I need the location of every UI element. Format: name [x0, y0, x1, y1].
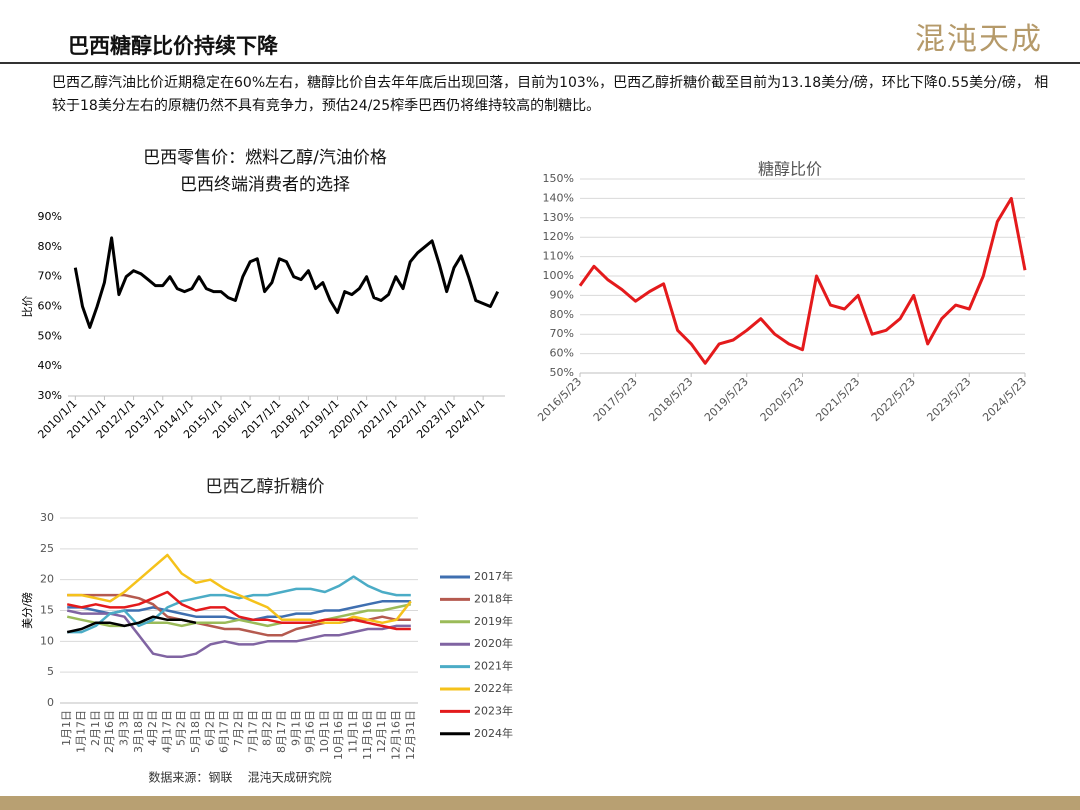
- y-axis-label: 美分/磅: [20, 592, 34, 629]
- legend-label: 2017年: [474, 569, 513, 583]
- legend-label: 2020年: [474, 636, 513, 650]
- legend-label: 2022年: [474, 681, 513, 695]
- x-tick-label: 2017/5/23: [591, 375, 640, 424]
- x-tick-label: 2024/5/23: [980, 375, 1029, 424]
- footer-band: [0, 796, 1080, 810]
- y-tick-label: 50%: [550, 366, 574, 379]
- series-line: [67, 553, 412, 625]
- y-tick-label: 130%: [543, 211, 574, 224]
- y-tick-label: 5: [47, 665, 54, 678]
- x-tick-label: 6月2日: [203, 710, 216, 746]
- y-tick-label: 15: [40, 604, 54, 617]
- line: [578, 196, 1027, 365]
- x-tick-label: 6月17日: [218, 710, 231, 753]
- x-tick-label: 5月18日: [189, 710, 202, 753]
- x-tick-label: 12月1日: [375, 710, 388, 753]
- y-tick-label: 25: [40, 542, 54, 555]
- y-tick-label: 110%: [543, 250, 574, 263]
- x-tick-label: 1月17日: [74, 710, 87, 753]
- x-tick-label: 3月3日: [117, 710, 130, 746]
- source: 数据来源：钢联 混沌天成研究院: [148, 770, 331, 785]
- logo: 混沌天成: [915, 22, 1043, 57]
- legend-label: 2019年: [474, 614, 513, 628]
- x-tick-label: 7月17日: [246, 710, 259, 753]
- series-line: [66, 609, 411, 659]
- x-tick-label: 2月16日: [103, 710, 116, 753]
- y-tick-label: 80%: [38, 240, 62, 253]
- y-tick-label: 100%: [543, 269, 574, 282]
- y-tick-label: 80%: [550, 308, 574, 321]
- series-line: [66, 615, 197, 634]
- chart-title: 巴西乙醇折糖价: [206, 477, 325, 497]
- y-tick-label: 70%: [550, 327, 574, 340]
- description: 巴西乙醇汽油比价近期稳定在60%左右，糖醇比价自去年年底后出现回落，目前为103…: [52, 75, 1049, 114]
- legend-label: 2021年: [474, 659, 513, 673]
- y-tick-label: 60%: [550, 347, 574, 360]
- x-tick-label: 9月16日: [304, 710, 317, 753]
- x-tick-label: 3月18日: [132, 710, 145, 753]
- y-tick-label: 30%: [38, 389, 62, 402]
- y-tick-label: 10: [40, 634, 54, 647]
- x-tick-label: 2021/5/23: [813, 375, 862, 424]
- y-tick-label: 60%: [38, 300, 62, 313]
- x-tick-label: 11月16日: [361, 710, 374, 760]
- y-tick-label: 0: [47, 696, 54, 709]
- y-tick-label: 90%: [38, 210, 62, 223]
- x-tick-label: 7月2日: [232, 710, 245, 746]
- y-tick-label: 140%: [543, 191, 574, 204]
- x-tick-label: 2月1日: [89, 710, 102, 746]
- y-tick-label: 20: [40, 573, 54, 586]
- chart-title: 巴西零售价：燃料乙醇/汽油价格: [143, 148, 387, 168]
- y-axis-label: 比价: [21, 296, 34, 318]
- y-tick-label: 40%: [38, 359, 62, 372]
- x-tick-label: 4月17日: [160, 710, 173, 753]
- x-tick-label: 11月1日: [347, 710, 360, 753]
- series-line: [67, 575, 411, 634]
- x-tick-label: 2023/5/23: [924, 375, 973, 424]
- legend-label: 2024年: [474, 726, 513, 740]
- y-tick-label: 50%: [38, 329, 62, 342]
- x-tick-label: 2019/5/23: [702, 375, 751, 424]
- x-tick-label: 2018/5/23: [646, 375, 695, 424]
- x-tick-label: 12月31日: [404, 710, 417, 760]
- x-tick-label: 1月1日: [60, 710, 73, 746]
- legend-label: 2018年: [474, 591, 513, 605]
- x-tick-label: 8月2日: [261, 710, 274, 746]
- x-tick-label: 5月2日: [175, 710, 188, 746]
- x-tick-label: 12月16日: [390, 710, 403, 760]
- x-tick-label: 2020/5/23: [758, 375, 807, 424]
- line: [73, 236, 500, 329]
- x-tick-label: 9月1日: [289, 710, 302, 746]
- chart-title: 糖醇比价: [758, 160, 822, 179]
- x-tick-label: 8月17日: [275, 710, 288, 753]
- y-tick-label: 30: [40, 511, 54, 524]
- x-tick-label: 10月16日: [332, 710, 345, 760]
- y-tick-label: 120%: [543, 230, 574, 243]
- series-line: [66, 590, 411, 631]
- header-rule: [0, 62, 1080, 64]
- y-tick-label: 150%: [543, 172, 574, 185]
- x-tick-label: 2022/5/23: [869, 375, 918, 424]
- y-tick-label: 70%: [38, 270, 62, 283]
- x-tick-label: 4月2日: [146, 710, 159, 746]
- slide-title: 巴西糖醇比价持续下降: [68, 34, 278, 58]
- x-tick-label: 10月1日: [318, 710, 331, 753]
- y-tick-label: 90%: [550, 288, 574, 301]
- x-tick-label: 2016/5/23: [535, 375, 584, 424]
- legend-label: 2023年: [474, 703, 513, 717]
- chart-subtitle: 巴西终端消费者的选择: [180, 175, 350, 195]
